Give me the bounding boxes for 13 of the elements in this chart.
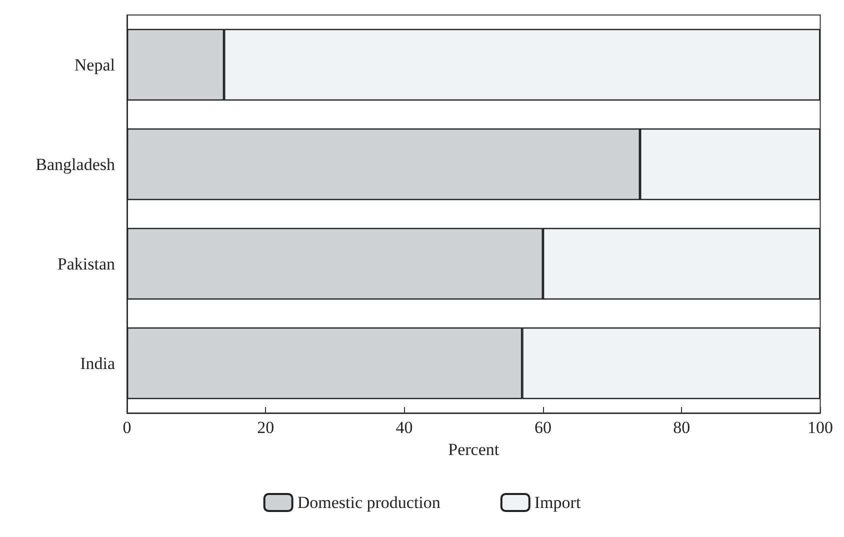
x-tick-label: 100 [808,418,833,437]
legend-label: Import [534,493,581,512]
x-tick-label: 20 [257,418,274,437]
y-tick-label: Nepal [74,55,116,74]
x-axis-title: Percent [448,440,500,459]
legend-label: Domestic production [297,493,441,512]
x-tick-label: 60 [534,418,552,437]
x-tick-label: 80 [673,418,690,437]
x-tick-label: 40 [396,418,413,437]
y-tick-label: Bangladesh [36,154,116,174]
y-tick-label: India [80,354,116,373]
y-tick-label: Pakistan [57,254,116,274]
x-tick-label: 0 [122,418,132,437]
